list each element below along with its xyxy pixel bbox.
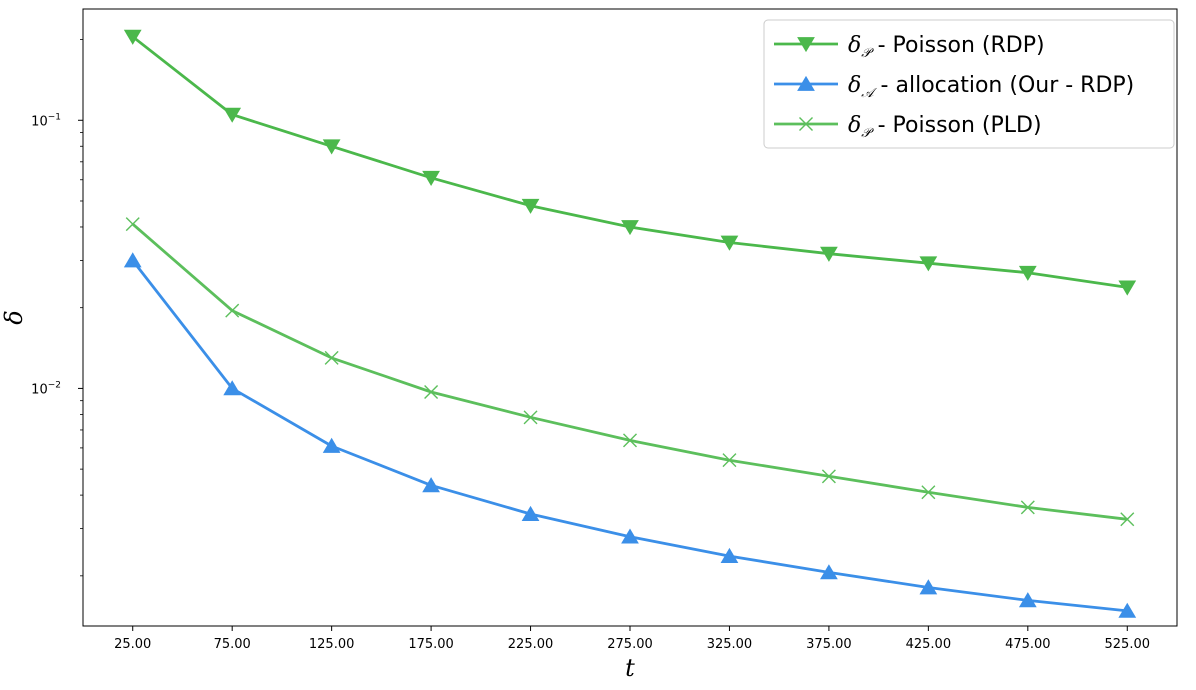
legend-label: δ𝒫 - Poisson (PLD) xyxy=(848,113,1042,141)
data-point xyxy=(322,139,341,155)
legend-entry-3: δ𝒫 - Poisson (PLD) xyxy=(774,113,1042,141)
data-point xyxy=(324,350,339,365)
data-point xyxy=(521,198,540,214)
legend-label: δ𝒫 - Poisson (RDP) xyxy=(848,33,1045,61)
series-3 xyxy=(125,217,1135,527)
data-point xyxy=(523,410,538,425)
legend-entry-1: δ𝒫 - Poisson (RDP) xyxy=(774,33,1045,61)
x-axis-label: t xyxy=(625,654,635,682)
legend-entry-2: δ𝒜 - allocation (Our - RDP) xyxy=(774,73,1134,101)
data-point xyxy=(424,384,439,399)
data-point xyxy=(921,485,936,500)
x-tick-label: 25.00 xyxy=(114,637,151,652)
series-1 xyxy=(123,29,1137,296)
legend: δ𝒫 - Poisson (RDP) δ𝒜 - allocation (Our -… xyxy=(763,19,1175,149)
data-point xyxy=(1118,602,1137,618)
legend-box xyxy=(763,19,1175,149)
data-point xyxy=(919,256,938,272)
legend-label: δ𝒜 - allocation (Our - RDP) xyxy=(848,73,1134,101)
data-point xyxy=(720,547,739,563)
y-axis: 10−1 10−2 xyxy=(31,39,83,577)
data-point xyxy=(1020,500,1035,515)
data-point xyxy=(223,380,242,396)
data-point xyxy=(225,303,240,318)
data-point xyxy=(820,246,838,262)
x-tick-label: 425.00 xyxy=(906,637,952,652)
data-point xyxy=(422,170,440,187)
x-tick-label: 225.00 xyxy=(508,637,554,652)
series-2 xyxy=(123,252,1137,618)
data-point xyxy=(422,477,440,493)
x-tick-label: 275.00 xyxy=(607,637,653,652)
x-tick-label: 375.00 xyxy=(806,637,852,652)
data-point xyxy=(621,220,639,236)
legend-marker xyxy=(797,37,815,53)
data-point xyxy=(123,29,142,45)
x-tick-label: 125.00 xyxy=(309,637,355,652)
data-point xyxy=(322,437,341,453)
data-point xyxy=(722,453,737,468)
data-point xyxy=(623,433,637,448)
data-point xyxy=(1018,265,1037,281)
x-axis: 25.00 75.00 125.00 175.00 225.00 275.00 325.00… xyxy=(114,626,1150,652)
x-tick-label: 75.00 xyxy=(214,637,251,652)
legend-marker xyxy=(799,117,813,131)
data-point xyxy=(223,107,242,123)
data-point xyxy=(521,505,540,521)
legend-marker xyxy=(797,75,815,91)
y-axis-label: δ xyxy=(0,310,28,324)
y-tick-label: 10−2 xyxy=(31,380,61,397)
data-point xyxy=(125,217,140,232)
x-tick-label: 475.00 xyxy=(1005,637,1051,652)
data-point xyxy=(621,528,639,544)
data-point xyxy=(821,469,836,484)
series-layer xyxy=(123,29,1137,618)
data-point xyxy=(1118,280,1137,296)
x-tick-label: 175.00 xyxy=(408,637,454,652)
data-point xyxy=(1120,512,1135,527)
x-tick-label: 325.00 xyxy=(707,637,753,652)
data-point xyxy=(720,235,739,251)
data-point xyxy=(123,252,142,268)
data-point xyxy=(919,579,938,595)
data-point xyxy=(820,564,838,580)
y-tick-label: 10−1 xyxy=(31,112,61,129)
data-point xyxy=(1018,592,1037,608)
x-tick-label: 525.00 xyxy=(1105,637,1151,652)
